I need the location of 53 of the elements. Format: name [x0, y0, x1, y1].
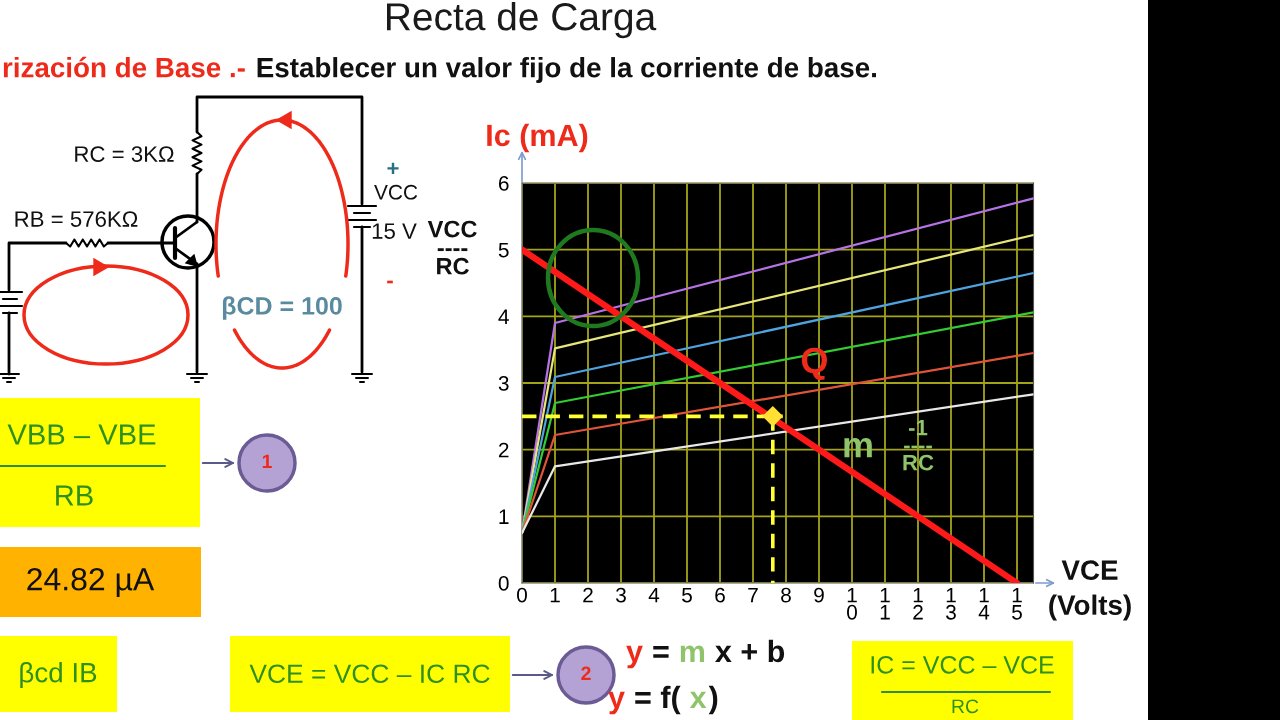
chart-subtitle: Establecer un valor fijo de la corriente de base. [257, 57, 876, 83]
y-tick-label: 5 [498, 242, 509, 258]
text: y [626, 645, 643, 669]
x-axis-title: VCE (Volts) [1049, 560, 1131, 621]
text: VCE = VCC – IC RC [249, 664, 490, 684]
text: = f( [635, 685, 681, 715]
x-tick-label: 1 [550, 587, 560, 603]
text: rización de Base .- [3, 56, 245, 78]
text: = [653, 646, 669, 658]
text: βCD = 100 [222, 296, 342, 320]
text: RC [952, 699, 979, 714]
text: RC = 3KΩ [75, 146, 174, 162]
text: IC = VCC – VCE [871, 656, 1054, 674]
x-tick-label: 5 [682, 587, 692, 603]
y-tick-label: 1 [499, 509, 509, 524]
x-tick-label: 9 [814, 587, 824, 603]
text: x [689, 691, 707, 708]
text: RB [56, 485, 93, 506]
y-tick-label: 3 [498, 376, 509, 391]
x-tick-label: 1 0 [847, 587, 857, 620]
x-tick-label: 1 2 [913, 587, 923, 620]
x-tick-label: 1 3 [946, 587, 956, 620]
text: VCC [374, 184, 418, 200]
y-tick-label: 2 [498, 442, 509, 458]
y-tick-label: 0 [498, 576, 509, 591]
chart-title: Recta de Carga [387, 2, 657, 39]
text: ) [708, 685, 718, 715]
text: - [387, 280, 393, 284]
x-tick-label: 4 [648, 587, 660, 603]
text: βcd IB [20, 662, 97, 688]
text: m [680, 645, 705, 662]
x-tick-label: 1 4 [978, 587, 990, 620]
text: VBB – VBE [7, 424, 156, 445]
y-axis-title: Ic (mA) [487, 123, 588, 153]
x-tick-label: 1 1 [880, 587, 890, 620]
text: 1 [262, 454, 272, 469]
text: + [387, 162, 399, 174]
text: y [608, 691, 625, 715]
x-tick-label: 7 [748, 587, 758, 603]
x-tick-label: 3 [616, 587, 626, 603]
x-tick-label: 6 [715, 587, 725, 603]
text: 2 [581, 666, 591, 681]
x-tick-label: 1 5 [1012, 587, 1022, 620]
y-tick-label: 6 [498, 176, 509, 191]
text: 24.82 µA [27, 567, 155, 597]
x-tick-label: 0 [517, 587, 527, 603]
annotation: VCC ---- RC [427, 220, 477, 275]
text: RB = 576KΩ [15, 211, 138, 227]
y-tick-label: 4 [498, 309, 509, 324]
text: x + b [715, 639, 785, 663]
x-tick-label: 2 [583, 587, 593, 603]
text: 15 V [372, 223, 417, 239]
x-tick-label: 8 [781, 587, 791, 603]
